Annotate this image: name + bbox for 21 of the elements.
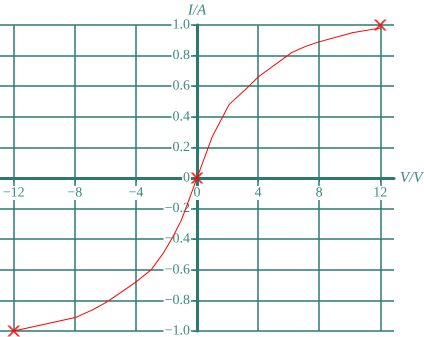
y-tick-label: 0.2	[172, 140, 190, 155]
x-tick-label: 0	[194, 186, 200, 200]
y-tick-label: 1.0	[172, 18, 190, 32]
point	[374, 20, 387, 30]
x-tick-label: 8	[316, 186, 323, 200]
y-tick-label: 0.4	[172, 109, 190, 124]
y-tick-label: 0	[183, 170, 190, 186]
point	[7, 326, 20, 336]
x-tick-label: 12	[373, 186, 388, 200]
y-axis-title: I/A	[186, 2, 207, 19]
point	[190, 172, 204, 184]
x-tick-label: −8	[67, 186, 82, 200]
x-tick-label: −4	[128, 186, 144, 200]
y-tick-label: −1.0	[164, 324, 190, 337]
x-tick-label: 4	[254, 186, 262, 200]
y-tick-label: 0.8	[172, 48, 190, 64]
x-tick-label: −12	[2, 186, 25, 200]
x-axis-title: V/V	[400, 170, 424, 186]
y-tick-label: −0.6	[164, 262, 190, 278]
y-tick-label: −0.8	[164, 292, 190, 308]
y-tick-label: 0.6	[172, 78, 190, 94]
